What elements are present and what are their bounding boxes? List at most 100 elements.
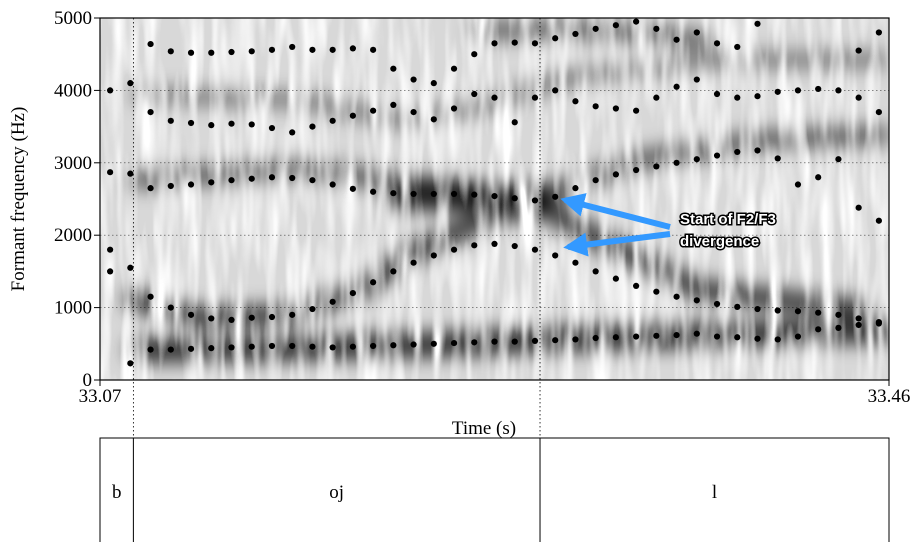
formant-point [329, 117, 336, 124]
formant-point [450, 246, 458, 253]
y-tick-label: 5000 [54, 8, 92, 29]
formant-point [167, 48, 174, 55]
formant-point [855, 47, 862, 54]
formant-point [835, 156, 842, 163]
plot-frame [99, 17, 890, 381]
formant-point [349, 112, 356, 119]
formant-point [248, 343, 255, 350]
tier-label: l [712, 482, 717, 503]
formant-point [673, 332, 680, 339]
formant-point [147, 40, 154, 48]
formant-point [693, 330, 700, 337]
formant-point [370, 46, 377, 53]
formant-point [592, 177, 599, 184]
formant-point [147, 185, 154, 192]
formant-point [471, 339, 478, 346]
formant-point [228, 48, 235, 56]
formant-point [713, 90, 721, 98]
formant-point [794, 333, 802, 340]
formant-point [450, 339, 458, 347]
formant-point [734, 43, 741, 51]
formant-point [552, 35, 559, 42]
formant-point [531, 40, 539, 47]
formant-point [511, 195, 518, 202]
formant-point [754, 305, 761, 313]
formant-point [653, 288, 660, 295]
formant-point [430, 190, 437, 198]
formant-point [815, 309, 822, 316]
formant-point [349, 290, 356, 297]
formant-point [633, 282, 640, 289]
formant-point [289, 342, 296, 350]
formant-point [471, 191, 478, 198]
formant-point [855, 204, 862, 211]
formant-point [309, 177, 316, 184]
formant-point [612, 275, 619, 282]
formant-point [248, 48, 255, 55]
formant-point [713, 40, 721, 47]
arrow [563, 231, 671, 257]
formant-point [552, 87, 559, 94]
formant-point [208, 179, 215, 186]
formant-point [107, 87, 114, 94]
formant-point [592, 103, 599, 110]
formant-point [572, 336, 579, 343]
formant-point [633, 107, 640, 114]
formant-point [430, 340, 437, 347]
formant-point [774, 155, 781, 162]
formant-point [774, 88, 781, 95]
formant-point [633, 333, 640, 340]
formant-point [592, 25, 599, 32]
formant-point [673, 36, 680, 43]
formant-point [127, 360, 134, 367]
formant-point [329, 181, 336, 188]
formant-point [410, 259, 417, 266]
formant-point [329, 298, 336, 305]
formant-point [471, 242, 478, 249]
formant-point [450, 65, 458, 72]
formant-point [794, 87, 802, 94]
formant-point [754, 20, 761, 27]
formant-point [511, 338, 518, 345]
formant-point [734, 94, 741, 101]
formant-point [289, 311, 296, 318]
formant-point [734, 303, 741, 310]
formant-point [107, 169, 114, 176]
formant-point [511, 39, 518, 46]
formant-point [187, 345, 195, 352]
formant-point [370, 342, 377, 350]
formant-point [309, 343, 316, 350]
formant-point [612, 105, 619, 112]
x-tick-label: 33.07 [79, 386, 122, 407]
formant-point [187, 311, 195, 318]
formant-point [673, 159, 680, 166]
formant-point [289, 43, 296, 51]
formant-point [754, 335, 761, 342]
formant-point [430, 252, 437, 259]
formant-point [835, 311, 842, 318]
formant-point [370, 279, 377, 286]
formant-point [693, 29, 700, 36]
formant-point [370, 188, 377, 195]
formant-point [349, 343, 356, 350]
formant-point [127, 170, 134, 177]
x-tick-label: 33.46 [868, 386, 911, 407]
formant-point [815, 85, 822, 93]
formant-point [127, 80, 134, 87]
formant-point [329, 46, 336, 53]
formant-point [855, 321, 862, 329]
formant-point [268, 342, 276, 350]
formant-point [410, 76, 417, 83]
formant-point [390, 101, 397, 108]
formant-point [572, 259, 579, 266]
formant-point [572, 185, 579, 192]
formant-point [187, 119, 195, 127]
formant-point [147, 293, 154, 300]
tier-frame [99, 437, 890, 542]
formant-point [208, 345, 215, 352]
y-tick-label: 1000 [54, 298, 92, 319]
formant-point [592, 334, 599, 342]
formant-point [208, 49, 215, 56]
formant-point [450, 190, 458, 198]
